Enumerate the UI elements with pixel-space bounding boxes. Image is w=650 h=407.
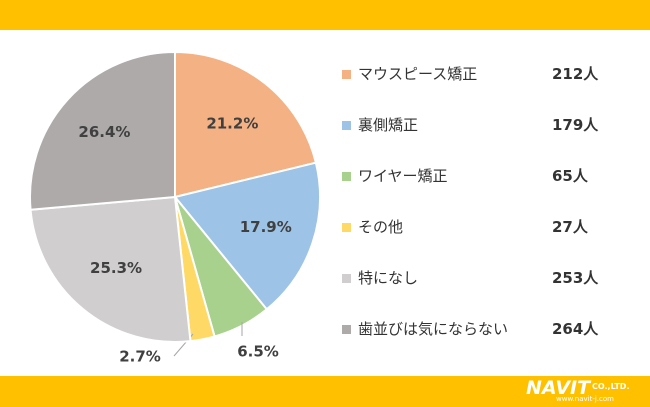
slice-percent-label: 6.5% — [237, 343, 279, 361]
bottom-band — [0, 376, 650, 407]
slice-percent-label: 25.3% — [90, 259, 142, 277]
legend-swatch — [342, 121, 351, 130]
slice-percent-label: 2.7% — [119, 348, 161, 366]
legend-swatch — [342, 274, 351, 283]
slice-percent-label: 21.2% — [206, 115, 258, 133]
pie-slice — [29, 50, 176, 211]
legend-count: 212人 — [552, 65, 599, 83]
legend-item: 歯並びは気にならない 264人 — [340, 317, 630, 368]
company-logo: NAVIT CO.,LTD. www.navit-j.com — [526, 377, 644, 405]
legend-count: 65人 — [552, 167, 588, 185]
legend-swatch — [342, 325, 351, 334]
chart-legend: マウスピース矯正 212人裏側矯正 179人ワイヤー矯正 65人その他 27人特になし 2… — [340, 62, 630, 368]
slice-percent-label: 17.9% — [240, 218, 292, 236]
legend-count: 179人 — [552, 116, 599, 134]
top-band — [0, 0, 650, 30]
slice-percent-label: 26.4% — [78, 123, 130, 141]
legend-swatch — [342, 172, 351, 181]
pie-slice — [29, 195, 192, 343]
legend-count: 253人 — [552, 269, 599, 287]
legend-label: マウスピース矯正 — [358, 65, 478, 83]
logo-main-text: NAVIT — [526, 377, 591, 399]
legend-label: その他 — [358, 218, 404, 236]
logo-suffix-text: CO.,LTD. — [592, 382, 630, 391]
pie-slice — [173, 161, 321, 311]
legend-label: ワイヤー矯正 — [358, 167, 448, 185]
legend-item: 特になし 253人 — [340, 266, 630, 317]
legend-item: ワイヤー矯正 65人 — [340, 164, 630, 215]
pie-chart: 21.2% 17.9% 6.5% 2.7% 25.3% 26.4% — [29, 50, 321, 366]
legend-item: その他 27人 — [340, 215, 630, 266]
legend-count: 264人 — [552, 320, 599, 338]
pie-slice — [174, 50, 318, 199]
legend-item: マウスピース矯正 212人 — [340, 62, 630, 113]
legend-count: 27人 — [552, 218, 588, 236]
logo-url-text: www.navit-j.com — [556, 395, 614, 403]
legend-swatch — [342, 223, 351, 232]
legend-label: 歯並びは気にならない — [358, 320, 509, 338]
legend-label: 裏側矯正 — [358, 116, 419, 134]
legend-item: 裏側矯正 179人 — [340, 113, 630, 164]
legend-swatch — [342, 70, 351, 79]
legend-label: 特になし — [358, 269, 419, 287]
